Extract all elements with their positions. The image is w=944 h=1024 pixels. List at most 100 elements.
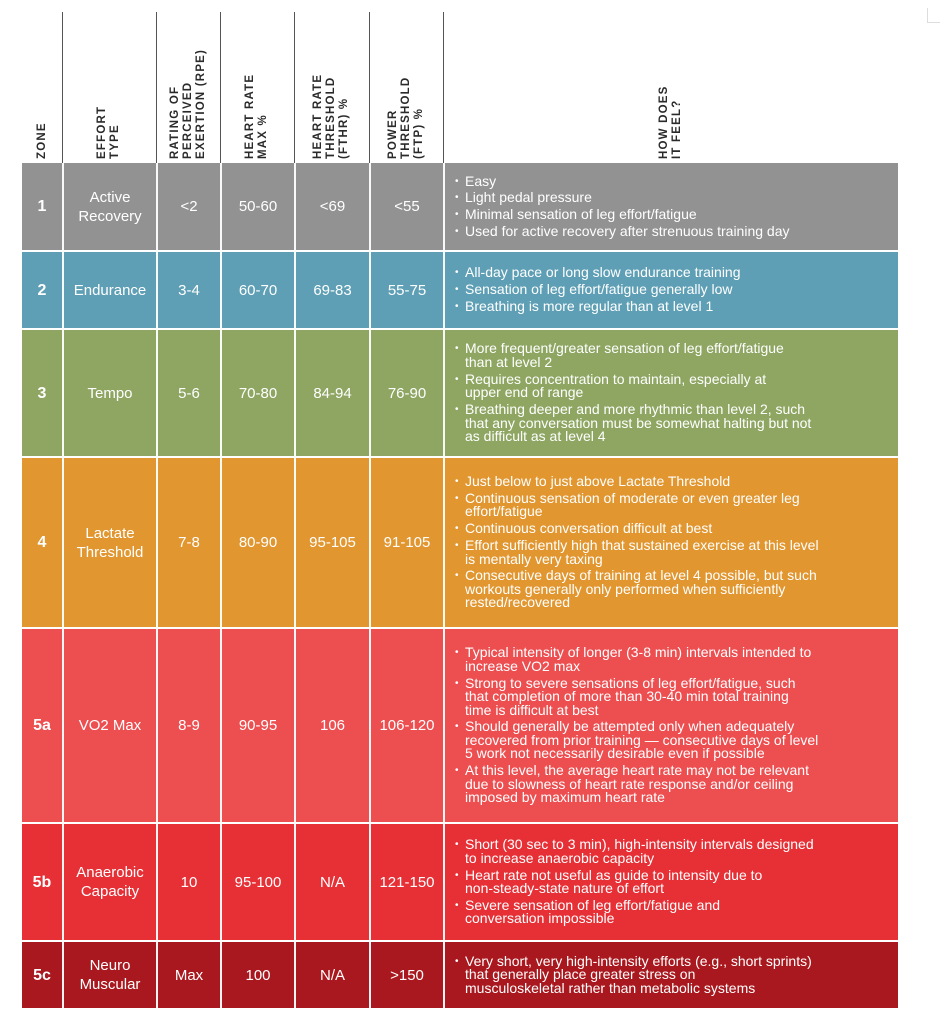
cell-heart-rate-threshold: 69-83 xyxy=(294,252,369,328)
feel-bullet: Very short, very high-intensity efforts … xyxy=(455,954,812,996)
cell-heart-rate-max: 80-90 xyxy=(220,458,294,627)
cell-value: 70-80 xyxy=(238,384,278,402)
cell-power-threshold: 91-105 xyxy=(369,458,443,627)
cell-heart-rate-max: 90-95 xyxy=(220,629,294,822)
cell-value: 7-8 xyxy=(178,534,200,551)
cell-value: 1 xyxy=(37,198,47,215)
cell-value: 121-150 xyxy=(379,873,435,891)
feel-bullet-list: All-day pace or long slow endurance trai… xyxy=(455,266,741,313)
cell-power-threshold: <55 xyxy=(369,163,443,250)
cell-how-does-it-feel: Just below to just above Lactate Thresho… xyxy=(443,458,898,627)
cell-value: Lactate Threshold xyxy=(76,524,144,561)
feel-bullet-list: Just below to just above Lactate Thresho… xyxy=(455,474,819,610)
cell-rpe: 10 xyxy=(156,824,220,940)
feel-bullet-list: Typical intensity of longer (3-8 min) in… xyxy=(455,645,818,804)
cell-effort-type: Active Recovery xyxy=(62,163,156,250)
cell-zone: 3 xyxy=(22,330,62,456)
cell-value: 50-60 xyxy=(238,198,278,215)
header-label: ZONE xyxy=(35,122,48,159)
cell-how-does-it-feel: Easy Light pedal pressure Minimal sensatio… xyxy=(443,163,898,250)
feel-bullet: Breathing is more regular than at level … xyxy=(455,299,741,314)
cell-rpe: Max xyxy=(156,942,220,1008)
cell-value: Anaerobic Capacity xyxy=(76,864,144,900)
header-power-threshold: POWER THRESHOLD (FTP) % xyxy=(369,12,443,163)
feel-bullet: Just below to just above Lactate Thresho… xyxy=(455,474,819,489)
cell-zone: 1 xyxy=(22,163,62,250)
feel-bullet: Breathing deeper and more rhythmic than … xyxy=(455,402,811,444)
cell-value: <69 xyxy=(319,198,346,215)
cell-value: Tempo xyxy=(87,384,133,402)
header-heart-rate-max: HEART RATE MAX % xyxy=(220,12,294,163)
header-label: RATING OF PERCEIVED EXERTION (RPE) xyxy=(168,48,207,159)
cell-heart-rate-threshold: N/A xyxy=(294,824,369,940)
cell-effort-type: Tempo xyxy=(62,330,156,456)
cell-effort-type: Lactate Threshold xyxy=(62,458,156,627)
cell-value: <2 xyxy=(180,198,198,215)
cell-value: 5c xyxy=(33,966,51,984)
cell-zone: 5c xyxy=(22,942,62,1008)
cell-value: VO2 Max xyxy=(78,717,142,734)
cell-effort-type: Endurance xyxy=(62,252,156,328)
cell-value: Neuro Muscular xyxy=(79,957,141,993)
cell-how-does-it-feel: Very short, very high-intensity efforts … xyxy=(443,942,898,1008)
cell-rpe: 8-9 xyxy=(156,629,220,822)
feel-bullet: More frequent/greater sensation of leg e… xyxy=(455,341,811,369)
cell-heart-rate-threshold: 84-94 xyxy=(294,330,369,456)
cell-value: 80-90 xyxy=(238,534,278,551)
feel-bullet: Strong to severe sensations of leg effor… xyxy=(455,676,818,718)
cell-value: 4 xyxy=(37,534,47,551)
cell-value: 100 xyxy=(245,966,271,984)
cell-effort-type: Anaerobic Capacity xyxy=(62,824,156,940)
feel-bullet: Heart rate not useful as guide to intens… xyxy=(455,868,814,896)
cell-value: 3-4 xyxy=(178,281,200,299)
feel-bullet: All-day pace or long slow endurance trai… xyxy=(455,266,741,280)
header-divider xyxy=(156,12,157,163)
cell-how-does-it-feel: Typical intensity of longer (3-8 min) in… xyxy=(443,629,898,822)
cell-value: 8-9 xyxy=(178,717,200,734)
cell-power-threshold: >150 xyxy=(369,942,443,1008)
feel-bullet-list: Short (30 sec to 3 min), high-intensity … xyxy=(455,837,814,926)
cell-value: 84-94 xyxy=(313,384,352,402)
cell-value: >150 xyxy=(390,966,424,984)
cell-value: 95-105 xyxy=(309,534,356,551)
cell-value: Active Recovery xyxy=(78,188,142,225)
cell-value: 76-90 xyxy=(387,384,427,402)
cell-power-threshold: 76-90 xyxy=(369,330,443,456)
feel-bullet: Should generally be attempted only when … xyxy=(455,719,818,761)
header-label: HEART RATE MAX % xyxy=(244,73,269,159)
feel-bullet: Short (30 sec to 3 min), high-intensity … xyxy=(455,837,814,865)
training-zones-table: ZONE EFFORT TYPE RATING OF PERCEIVED EXERTION… xyxy=(22,12,898,1008)
cell-heart-rate-max: 100 xyxy=(220,942,294,1008)
cell-power-threshold: 121-150 xyxy=(369,824,443,940)
header-divider xyxy=(294,12,295,163)
table-row: 2 Endurance 3-4 60-70 69-83 55-75 All-day pace… xyxy=(22,252,898,328)
cell-heart-rate-threshold: 106 xyxy=(294,629,369,822)
table-row: 3 Tempo 5-6 70-80 84-94 76-90 More frequent/gr… xyxy=(22,330,898,456)
header-divider xyxy=(369,12,370,163)
feel-bullet: Severe sensation of leg effort/fatigue a… xyxy=(455,898,814,926)
table-header: ZONE EFFORT TYPE RATING OF PERCEIVED EXERTION… xyxy=(22,12,898,163)
header-divider xyxy=(443,12,444,163)
cell-how-does-it-feel: More frequent/greater sensation of leg e… xyxy=(443,330,898,456)
header-how-does-it-feel: HOW DOES IT FEEL? xyxy=(443,12,898,163)
header-label: HOW DOES IT FEEL? xyxy=(657,85,683,160)
cell-heart-rate-threshold: 95-105 xyxy=(294,458,369,627)
cell-value: 91-105 xyxy=(383,534,431,551)
cell-value: <55 xyxy=(394,198,420,215)
cell-heart-rate-max: 50-60 xyxy=(220,163,294,250)
header-heart-rate-threshold: HEART RATE THRESHOLD (FTHR) % xyxy=(294,12,369,163)
page-corner-mark xyxy=(927,8,940,23)
cell-value: 95-100 xyxy=(234,873,282,891)
cell-value: 3 xyxy=(37,384,47,402)
feel-bullet: Effort sufficiently high that sustained … xyxy=(455,538,819,566)
cell-rpe: 3-4 xyxy=(156,252,220,328)
cell-zone: 2 xyxy=(22,252,62,328)
cell-heart-rate-max: 95-100 xyxy=(220,824,294,940)
cell-value: N/A xyxy=(319,966,345,984)
cell-value: 2 xyxy=(37,281,47,299)
header-label: HEART RATE THRESHOLD (FTHR) % xyxy=(312,73,350,159)
cell-rpe: 7-8 xyxy=(156,458,220,627)
cell-value: Endurance xyxy=(73,281,147,299)
